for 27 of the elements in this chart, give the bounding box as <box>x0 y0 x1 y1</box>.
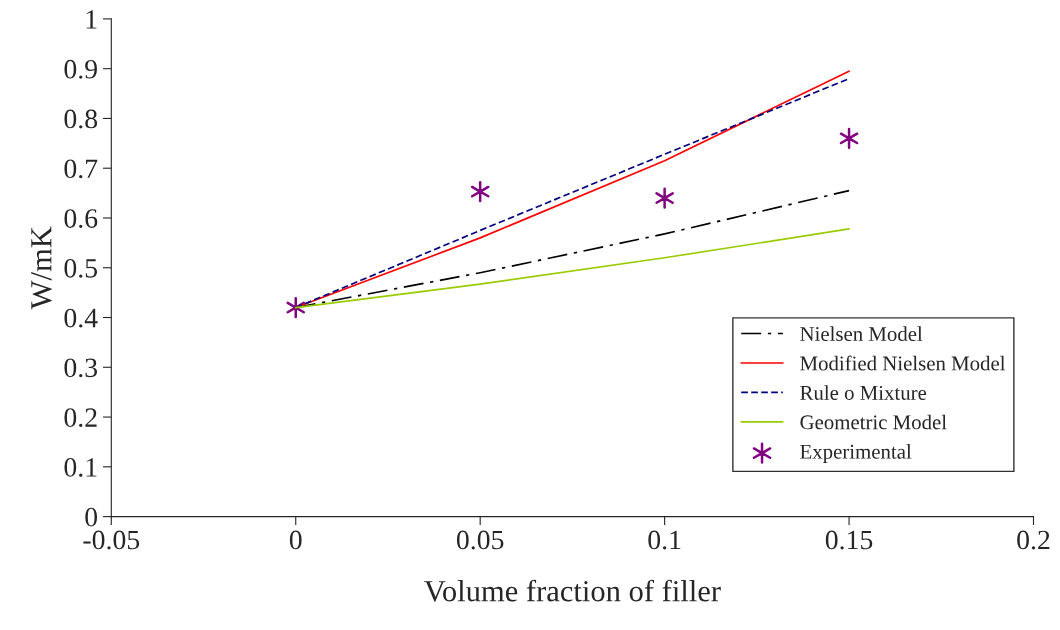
y-tick-label: 0.4 <box>64 308 98 328</box>
y-tick-label: 0 <box>85 507 98 527</box>
x-tick-label: 0 <box>289 530 302 550</box>
x-tick-label: 0.2 <box>1017 530 1050 550</box>
x-tick-label: -0.05 <box>83 530 140 550</box>
legend-label: Geometric Model <box>800 414 947 430</box>
y-tick-label: 0.3 <box>64 358 98 378</box>
x-tick-label: 0.1 <box>648 530 681 550</box>
y-tick-label: 0.9 <box>64 59 97 79</box>
y-tick-label: 0.6 <box>64 209 98 229</box>
point <box>655 187 674 209</box>
x-axis-title: Volume fraction of filler <box>424 579 721 602</box>
y-tick-label: 1 <box>86 10 97 29</box>
point <box>470 181 490 203</box>
y-tick-label: 0.7 <box>64 159 98 179</box>
y-tick-label: 0.8 <box>64 109 98 129</box>
x-tick-label: 0.05 <box>456 530 504 550</box>
legend-label: Nielsen Model <box>800 326 923 342</box>
y-tick-label: 0.2 <box>64 408 97 428</box>
x-tick-label: 0.15 <box>825 530 873 550</box>
legend-label: Rule o Mixture <box>800 385 927 400</box>
y-tick-label: 0.5 <box>64 258 98 278</box>
point <box>839 127 859 149</box>
legend-label: Experimental <box>800 444 912 464</box>
legend-label: Modified Nielsen Model <box>800 355 1006 371</box>
y-axis-title: W/mK <box>31 226 52 310</box>
y-tick-label: 0.1 <box>64 458 97 477</box>
